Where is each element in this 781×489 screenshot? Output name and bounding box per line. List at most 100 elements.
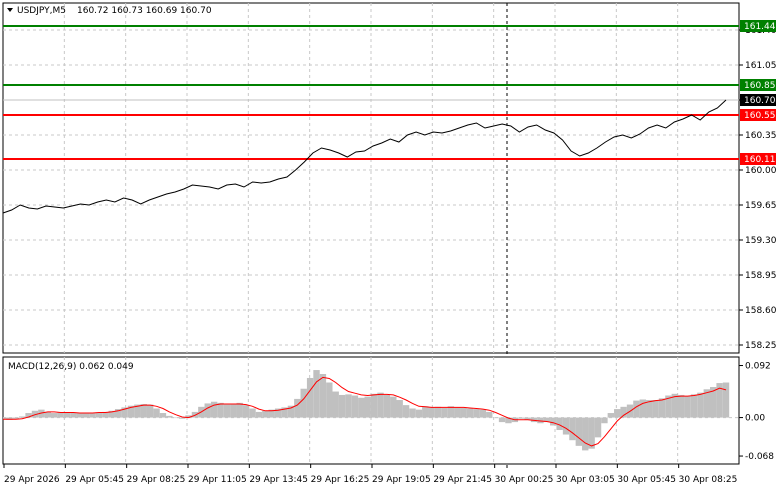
macd-label: MACD(12,26,9) 0.062 0.049 xyxy=(8,362,134,372)
macd-histogram-bar xyxy=(716,383,723,418)
macd-histogram-bar xyxy=(390,396,397,418)
level-price-tag xyxy=(740,153,776,165)
macd-histogram-bar xyxy=(550,417,557,426)
level-price-tag-label: 160.85 xyxy=(744,81,776,91)
price-tick-label: 159.30 xyxy=(745,236,777,246)
macd-histogram-bar xyxy=(460,407,467,418)
macd-histogram-bar xyxy=(89,413,96,418)
price-levels[interactable] xyxy=(3,25,739,160)
macd-signal-line xyxy=(3,376,727,447)
time-tick-label: 29 Apr 11:05 xyxy=(188,475,247,485)
time-tick-label: 30 Apr 08:25 xyxy=(679,475,738,485)
macd-histogram-bar xyxy=(121,407,128,418)
macd-histogram-bar xyxy=(262,410,269,418)
macd-histogram-bar xyxy=(108,410,115,418)
macd-histogram-bar xyxy=(217,402,224,418)
macd-histogram-bar xyxy=(428,407,435,418)
macd-tick-label: 0.00 xyxy=(745,414,765,424)
level-price-tag-label: 160.11 xyxy=(744,155,776,165)
macd-histogram-bar xyxy=(57,412,64,418)
macd-histogram-bar xyxy=(646,400,653,418)
macd-histogram-bar xyxy=(95,412,103,418)
macd-histogram-bar xyxy=(383,394,391,418)
macd-histogram-bar xyxy=(665,395,672,418)
macd-histogram-bar xyxy=(31,410,39,418)
price-axis: 161.40161.05160.70160.35160.00159.65159.… xyxy=(739,26,777,351)
macd-histogram-bar xyxy=(153,408,160,418)
macd-histogram-bar xyxy=(159,413,167,418)
macd-histogram-bar xyxy=(370,393,378,418)
macd-histogram-bar xyxy=(364,396,371,418)
macd-histogram-bar xyxy=(639,399,647,418)
macd-histogram-bar xyxy=(671,393,679,418)
macd-histogram-bar xyxy=(134,404,141,418)
macd-histogram-bar xyxy=(204,403,211,418)
macd-histogram-bar xyxy=(524,417,531,420)
macd-histogram-bar xyxy=(486,411,493,418)
level-price-tag xyxy=(740,20,776,32)
macd-histogram-bar xyxy=(447,406,455,418)
level-price-tag xyxy=(740,79,776,91)
macd-histogram-bar xyxy=(249,408,256,418)
macd-histogram-bar xyxy=(319,374,327,418)
main-price-panel: 161.40161.05160.70160.35160.00159.65159.… xyxy=(2,2,777,470)
price-tick-label: 158.60 xyxy=(745,306,777,316)
macd-histogram-bar xyxy=(127,405,135,418)
macd-histogram-bar xyxy=(678,394,685,418)
macd-histogram-bar xyxy=(82,413,90,418)
macd-histogram-bar xyxy=(274,408,282,418)
macd-histogram-bar xyxy=(710,387,717,418)
macd-histogram-bar xyxy=(588,417,595,449)
price-tick-label: 158.25 xyxy=(745,341,777,351)
ohlc-readout: 160.72 160.73 160.69 160.70 xyxy=(77,6,212,16)
macd-histogram-bar xyxy=(281,407,288,418)
macd-histogram-bar xyxy=(556,417,563,431)
macd-histogram-bar xyxy=(422,406,429,418)
macd-histogram-bar xyxy=(50,413,58,418)
macd-histogram-bar xyxy=(537,417,544,424)
price-tick-label: 160.00 xyxy=(745,166,777,176)
macd-histogram-bar xyxy=(409,408,416,418)
macd-histogram-bar xyxy=(70,412,77,418)
macd-histogram-bar xyxy=(178,417,186,419)
macd-histogram-bar xyxy=(652,400,659,418)
macd-histogram-bar xyxy=(658,398,666,418)
time-tick-label: 30 Apr 03:05 xyxy=(556,475,615,485)
macd-panel: 0.092 0.00 -0.068 MACD(12,26,9) 0.062 0.04… xyxy=(2,356,774,465)
macd-histogram-bar xyxy=(498,417,506,423)
symbol-label[interactable]: USDJPY,M5 xyxy=(17,6,66,16)
macd-histogram-bar xyxy=(479,409,487,418)
macd-histogram-bar xyxy=(582,417,589,451)
macd-histogram-bar xyxy=(166,415,173,418)
macd-histogram-bar xyxy=(236,402,243,418)
macd-histogram-bar xyxy=(44,411,51,418)
macd-histogram-bar xyxy=(114,409,122,418)
macd-histogram-bar xyxy=(569,417,576,441)
macd-histogram-bar xyxy=(223,404,231,418)
time-tick-label: 29 Apr 16:25 xyxy=(311,475,370,485)
level-price-tag xyxy=(740,109,776,121)
time-tick-label: 29 Apr 21:45 xyxy=(433,475,492,485)
macd-histogram-bar xyxy=(620,406,627,418)
price-tick-label: 159.65 xyxy=(745,201,777,211)
macd-histogram-bar xyxy=(441,407,448,418)
macd-histogram-bar xyxy=(242,405,250,418)
macd-histogram-bar xyxy=(402,405,410,418)
symbol-dropdown-icon[interactable] xyxy=(7,8,13,12)
macd-histogram xyxy=(3,370,730,451)
time-tick-label: 29 Apr 19:05 xyxy=(372,475,431,485)
time-tick-label: 29 Apr 2026 xyxy=(4,475,60,485)
macd-histogram-bar xyxy=(185,415,192,418)
macd-histogram-bar xyxy=(63,412,71,418)
macd-histogram-bar xyxy=(690,394,698,418)
macd-histogram-bar xyxy=(594,417,602,438)
level-tags: 161.44 160.85 160.55 160.11 160.70 xyxy=(740,20,776,165)
macd-histogram-bar xyxy=(684,396,691,418)
macd-histogram-bar xyxy=(210,401,218,418)
price-tick-label: 160.35 xyxy=(745,131,777,141)
macd-histogram-bar xyxy=(601,417,608,424)
macd-histogram-bar xyxy=(518,417,525,419)
time-tick-label: 29 Apr 08:25 xyxy=(127,475,186,485)
time-axis: 29 Apr 2026 29 Apr 05:45 29 Apr 08:25 29 Ap… xyxy=(3,464,738,485)
